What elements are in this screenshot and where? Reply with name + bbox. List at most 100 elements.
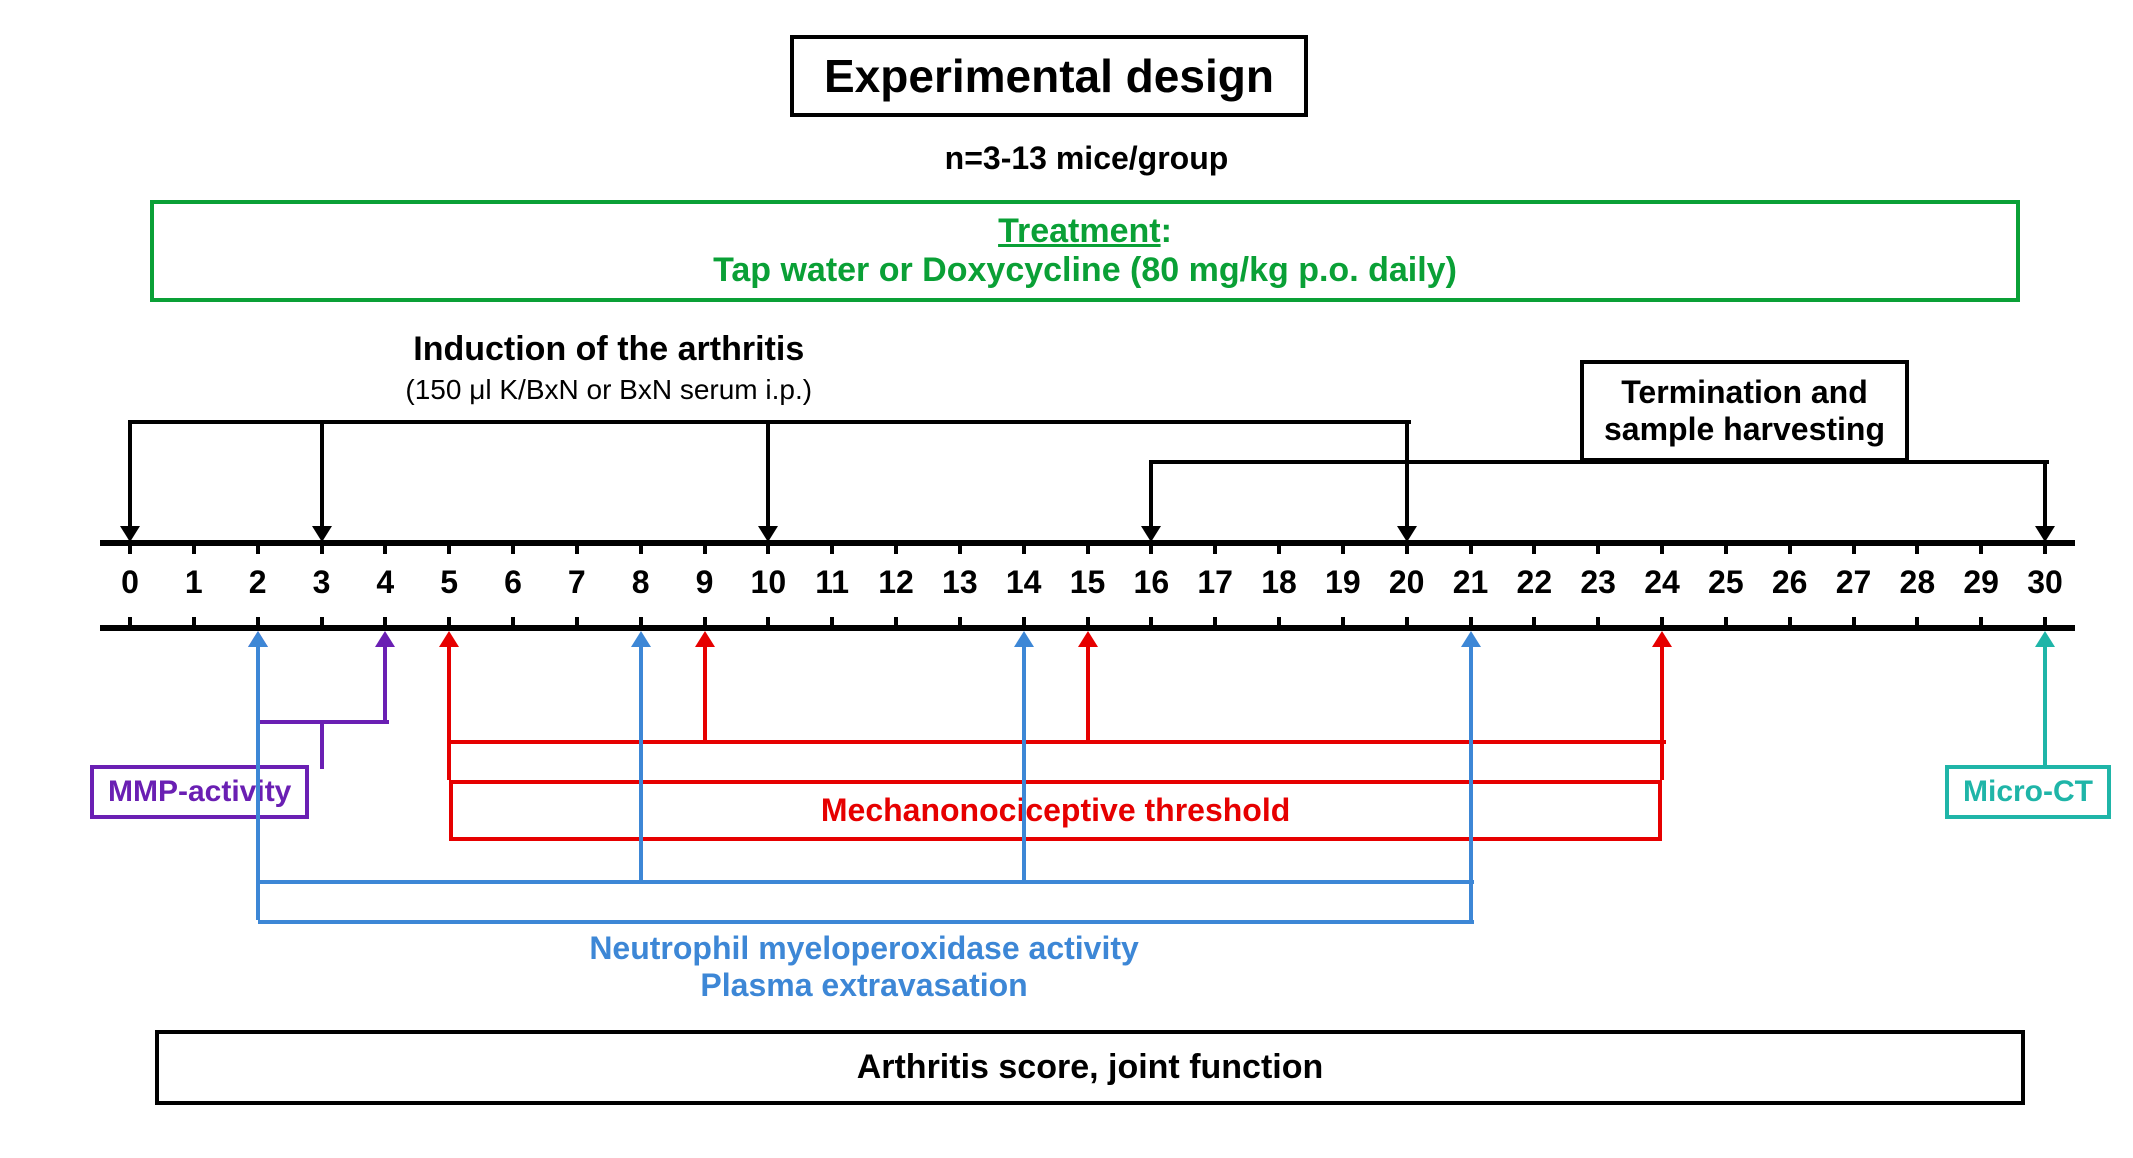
tick-bot-25 xyxy=(1724,617,1728,631)
day-29: 29 xyxy=(1963,564,1999,601)
day-20: 20 xyxy=(1389,564,1425,601)
tick-bot-15 xyxy=(1086,617,1090,631)
mmp-connector xyxy=(320,720,324,769)
tick-bot-22 xyxy=(1532,617,1536,631)
induction-arrow-stem-10 xyxy=(766,420,770,528)
tick-top-1 xyxy=(192,540,196,554)
day-7: 7 xyxy=(568,564,586,601)
tick-bot-17 xyxy=(1213,617,1217,631)
day-2: 2 xyxy=(249,564,267,601)
tick-top-21 xyxy=(1469,540,1473,554)
induction-arrow-head-10 xyxy=(758,526,778,542)
tick-bot-24 xyxy=(1660,617,1664,631)
day-18: 18 xyxy=(1261,564,1297,601)
day-10: 10 xyxy=(751,564,787,601)
neutrophil-bracket-bot xyxy=(258,920,1475,924)
day-16: 16 xyxy=(1134,564,1170,601)
tick-top-15 xyxy=(1086,540,1090,554)
microct-arrow-stem xyxy=(2043,643,2047,765)
induction-title: Induction of the arthritis xyxy=(413,330,804,368)
mechano-arrow-head-9 xyxy=(695,631,715,647)
tick-top-27 xyxy=(1852,540,1856,554)
neutrophil-arrow-stem-2 xyxy=(256,643,260,880)
induction-arrow-head-0 xyxy=(120,526,140,542)
treatment-text: Tap water or Doxycycline (80 mg/kg p.o. … xyxy=(713,251,1457,289)
tick-top-8 xyxy=(639,540,643,554)
tick-top-6 xyxy=(511,540,515,554)
tick-top-19 xyxy=(1341,540,1345,554)
day-5: 5 xyxy=(440,564,458,601)
mechano-bracket-h xyxy=(449,740,1666,744)
term-arrow-head-16 xyxy=(1141,526,1161,542)
microct-arrow-head xyxy=(2035,631,2055,647)
tick-top-9 xyxy=(703,540,707,554)
tick-top-11 xyxy=(830,540,834,554)
neutrophil-end-21 xyxy=(1469,880,1473,920)
mechano-end-5 xyxy=(447,740,451,780)
neu-line2: Plasma extravasation xyxy=(700,967,1027,1003)
tick-top-18 xyxy=(1277,540,1281,554)
tick-bot-12 xyxy=(894,617,898,631)
tick-bot-29 xyxy=(1979,617,1983,631)
tick-bot-5 xyxy=(447,617,451,631)
tick-bot-26 xyxy=(1788,617,1792,631)
tick-top-26 xyxy=(1788,540,1792,554)
neutrophil-label: Neutrophil myeloperoxidase activityPlasm… xyxy=(258,930,1471,1004)
neu-line1: Neutrophil myeloperoxidase activity xyxy=(589,930,1139,966)
tick-top-30 xyxy=(2043,540,2047,554)
tick-bot-28 xyxy=(1915,617,1919,631)
induction-arrow-stem-3 xyxy=(320,420,324,528)
term-arrow-stem-30 xyxy=(2043,460,2047,528)
term-line2: sample harvesting xyxy=(1604,411,1885,447)
day-1: 1 xyxy=(185,564,203,601)
tick-top-28 xyxy=(1915,540,1919,554)
tick-bot-13 xyxy=(958,617,962,631)
neutrophil-arrow-stem-21 xyxy=(1469,643,1473,880)
mmp-arrow-stem-4 xyxy=(383,643,387,720)
induction-sub: (150 μl K/BxN or BxN serum i.p.) xyxy=(405,374,812,405)
day-21: 21 xyxy=(1453,564,1489,601)
bottom-box: Arthritis score, joint function xyxy=(155,1030,2025,1105)
tick-top-23 xyxy=(1596,540,1600,554)
tick-bot-9 xyxy=(703,617,707,631)
tick-bot-11 xyxy=(830,617,834,631)
mmp-arrow-head-4 xyxy=(375,631,395,647)
day-22: 22 xyxy=(1517,564,1553,601)
day-8: 8 xyxy=(632,564,650,601)
day-6: 6 xyxy=(504,564,522,601)
mechano-arrow-stem-5 xyxy=(447,643,451,740)
tick-top-29 xyxy=(1979,540,1983,554)
tick-bot-14 xyxy=(1022,617,1026,631)
tick-bot-4 xyxy=(383,617,387,631)
day-12: 12 xyxy=(878,564,914,601)
neutrophil-arrow-head-8 xyxy=(631,631,651,647)
day-14: 14 xyxy=(1006,564,1042,601)
tick-bot-10 xyxy=(766,617,770,631)
microct-box: Micro-CT xyxy=(1945,765,2111,819)
neutrophil-bracket-h xyxy=(258,880,1475,884)
day-13: 13 xyxy=(942,564,978,601)
tick-top-12 xyxy=(894,540,898,554)
day-9: 9 xyxy=(696,564,714,601)
induction-arrow-stem-0 xyxy=(128,420,132,528)
mechano-arrow-stem-15 xyxy=(1086,643,1090,740)
day-17: 17 xyxy=(1197,564,1233,601)
day-0: 0 xyxy=(121,564,139,601)
tick-top-25 xyxy=(1724,540,1728,554)
tick-bot-20 xyxy=(1405,617,1409,631)
tick-bot-30 xyxy=(2043,617,2047,631)
tick-bot-16 xyxy=(1149,617,1153,631)
tick-top-13 xyxy=(958,540,962,554)
day-19: 19 xyxy=(1325,564,1361,601)
mechano-arrow-stem-9 xyxy=(703,643,707,740)
term-bracket-h xyxy=(1151,460,2049,464)
term-arrow-head-30 xyxy=(2035,526,2055,542)
mechano-arrow-head-15 xyxy=(1078,631,1098,647)
tick-top-16 xyxy=(1149,540,1153,554)
tick-bot-8 xyxy=(639,617,643,631)
neutrophil-arrow-head-21 xyxy=(1461,631,1481,647)
mechano-arrow-head-24 xyxy=(1652,631,1672,647)
tick-top-14 xyxy=(1022,540,1026,554)
tick-top-4 xyxy=(383,540,387,554)
neutrophil-arrow-stem-14 xyxy=(1022,643,1026,880)
